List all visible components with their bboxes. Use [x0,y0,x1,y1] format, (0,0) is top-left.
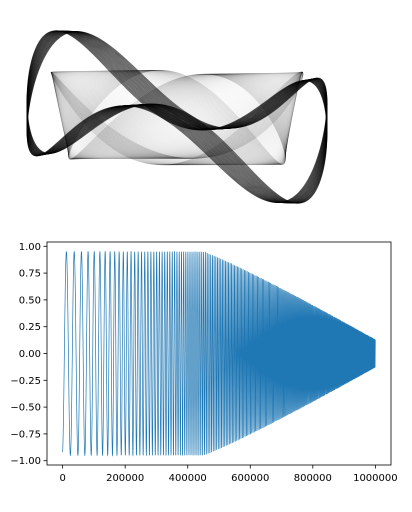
lissajous-stroke [63,70,291,165]
lissajous-stroke [63,70,291,165]
lissajous-stroke [67,70,287,165]
x-tick-label: 600000 [231,473,269,484]
lissajous-stroke [50,71,304,166]
lissajous-stroke [64,70,290,165]
y-tick-label: 0.75 [19,269,41,280]
lissajous-stroke [63,70,291,165]
lissajous-stroke [68,70,286,165]
lissajous-stroke [60,70,294,165]
lissajous-stroke [61,70,293,165]
lissajous-stroke [60,70,294,165]
lissajous-stroke [51,71,303,166]
lissajous-stroke [54,71,300,166]
lissajous-stroke [67,70,287,165]
lissajous-stroke [50,71,304,166]
lissajous-stroke [68,70,286,165]
lissajous-stroke [68,70,286,165]
x-tick-label: 400000 [169,473,207,484]
lissajous-stroke [59,70,295,165]
lissajous-stroke [59,70,295,165]
lissajous-stroke [61,70,293,165]
x-tick-label: 800000 [294,473,332,484]
lissajous-stroke [50,71,304,166]
y-tick-label: −0.50 [10,403,41,414]
lissajous-stroke [68,70,286,165]
lissajous-stroke [59,70,295,165]
lissajous-stroke [68,70,286,165]
lissajous-stroke [50,71,304,166]
lissajous-stroke [50,71,304,166]
lissajous-stroke [62,70,292,165]
lissajous-stroke [68,70,286,165]
lissajous-stroke [62,70,292,165]
waveform-plot: −1.00 −0.75 −0.50 −0.25 0.00 0.25 0.50 0.75 1.00… [10,241,398,484]
lissajous-stroke [51,71,303,166]
lissajous-stroke [68,70,286,165]
lissajous-stroke [62,70,292,165]
lissajous-stroke [54,71,300,166]
lissajous-stroke [64,70,290,165]
lissajous-stroke [67,70,287,165]
x-tick-label: 1000000 [353,473,398,484]
y-tick-label: 0.50 [19,295,41,306]
lissajous-stroke [61,70,293,165]
lissajous-stroke [62,70,292,165]
lissajous-lines [26,30,328,204]
lissajous-stroke [54,71,300,166]
lissajous-stroke [62,70,292,165]
lissajous-stroke [61,70,293,165]
x-tick-label: 0 [59,473,65,484]
lissajous-stroke [50,71,304,166]
y-tick-label: 0.25 [19,322,41,333]
x-tick-label: 200000 [106,473,144,484]
lissajous-stroke [63,70,291,165]
waveform-line [62,250,376,457]
lissajous-stroke [68,70,286,165]
y-tick-label: 1.00 [19,242,41,253]
lissajous-plot [26,30,328,204]
lissajous-stroke [67,70,287,165]
lissajous-stroke [68,70,286,165]
lissajous-stroke [54,71,300,166]
lissajous-stroke [50,71,304,166]
lissajous-stroke [54,71,300,166]
lissajous-stroke [64,70,290,165]
lissajous-stroke [67,70,287,165]
y-axis-ticks: −1.00 −0.75 −0.50 −0.25 0.00 0.25 0.50 0.75 1.00 [10,242,47,467]
y-tick-label: −1.00 [10,456,41,467]
lissajous-stroke [50,71,304,166]
lissajous-stroke [60,70,294,165]
lissajous-stroke [64,70,290,165]
lissajous-stroke [68,70,286,165]
lissajous-stroke [68,70,286,165]
y-tick-label: −0.25 [10,376,41,387]
lissajous-dense-stroke [26,31,328,203]
lissajous-stroke [68,69,286,165]
x-axis-ticks: 0 200000 400000 600000 800000 1000000 [59,465,398,484]
lissajous-stroke [50,71,304,166]
y-tick-label: −0.75 [10,429,41,440]
lissajous-stroke [60,70,294,165]
lissajous-stroke [63,70,291,165]
lissajous-stroke [64,70,290,165]
y-tick-label: 0.00 [19,349,41,360]
